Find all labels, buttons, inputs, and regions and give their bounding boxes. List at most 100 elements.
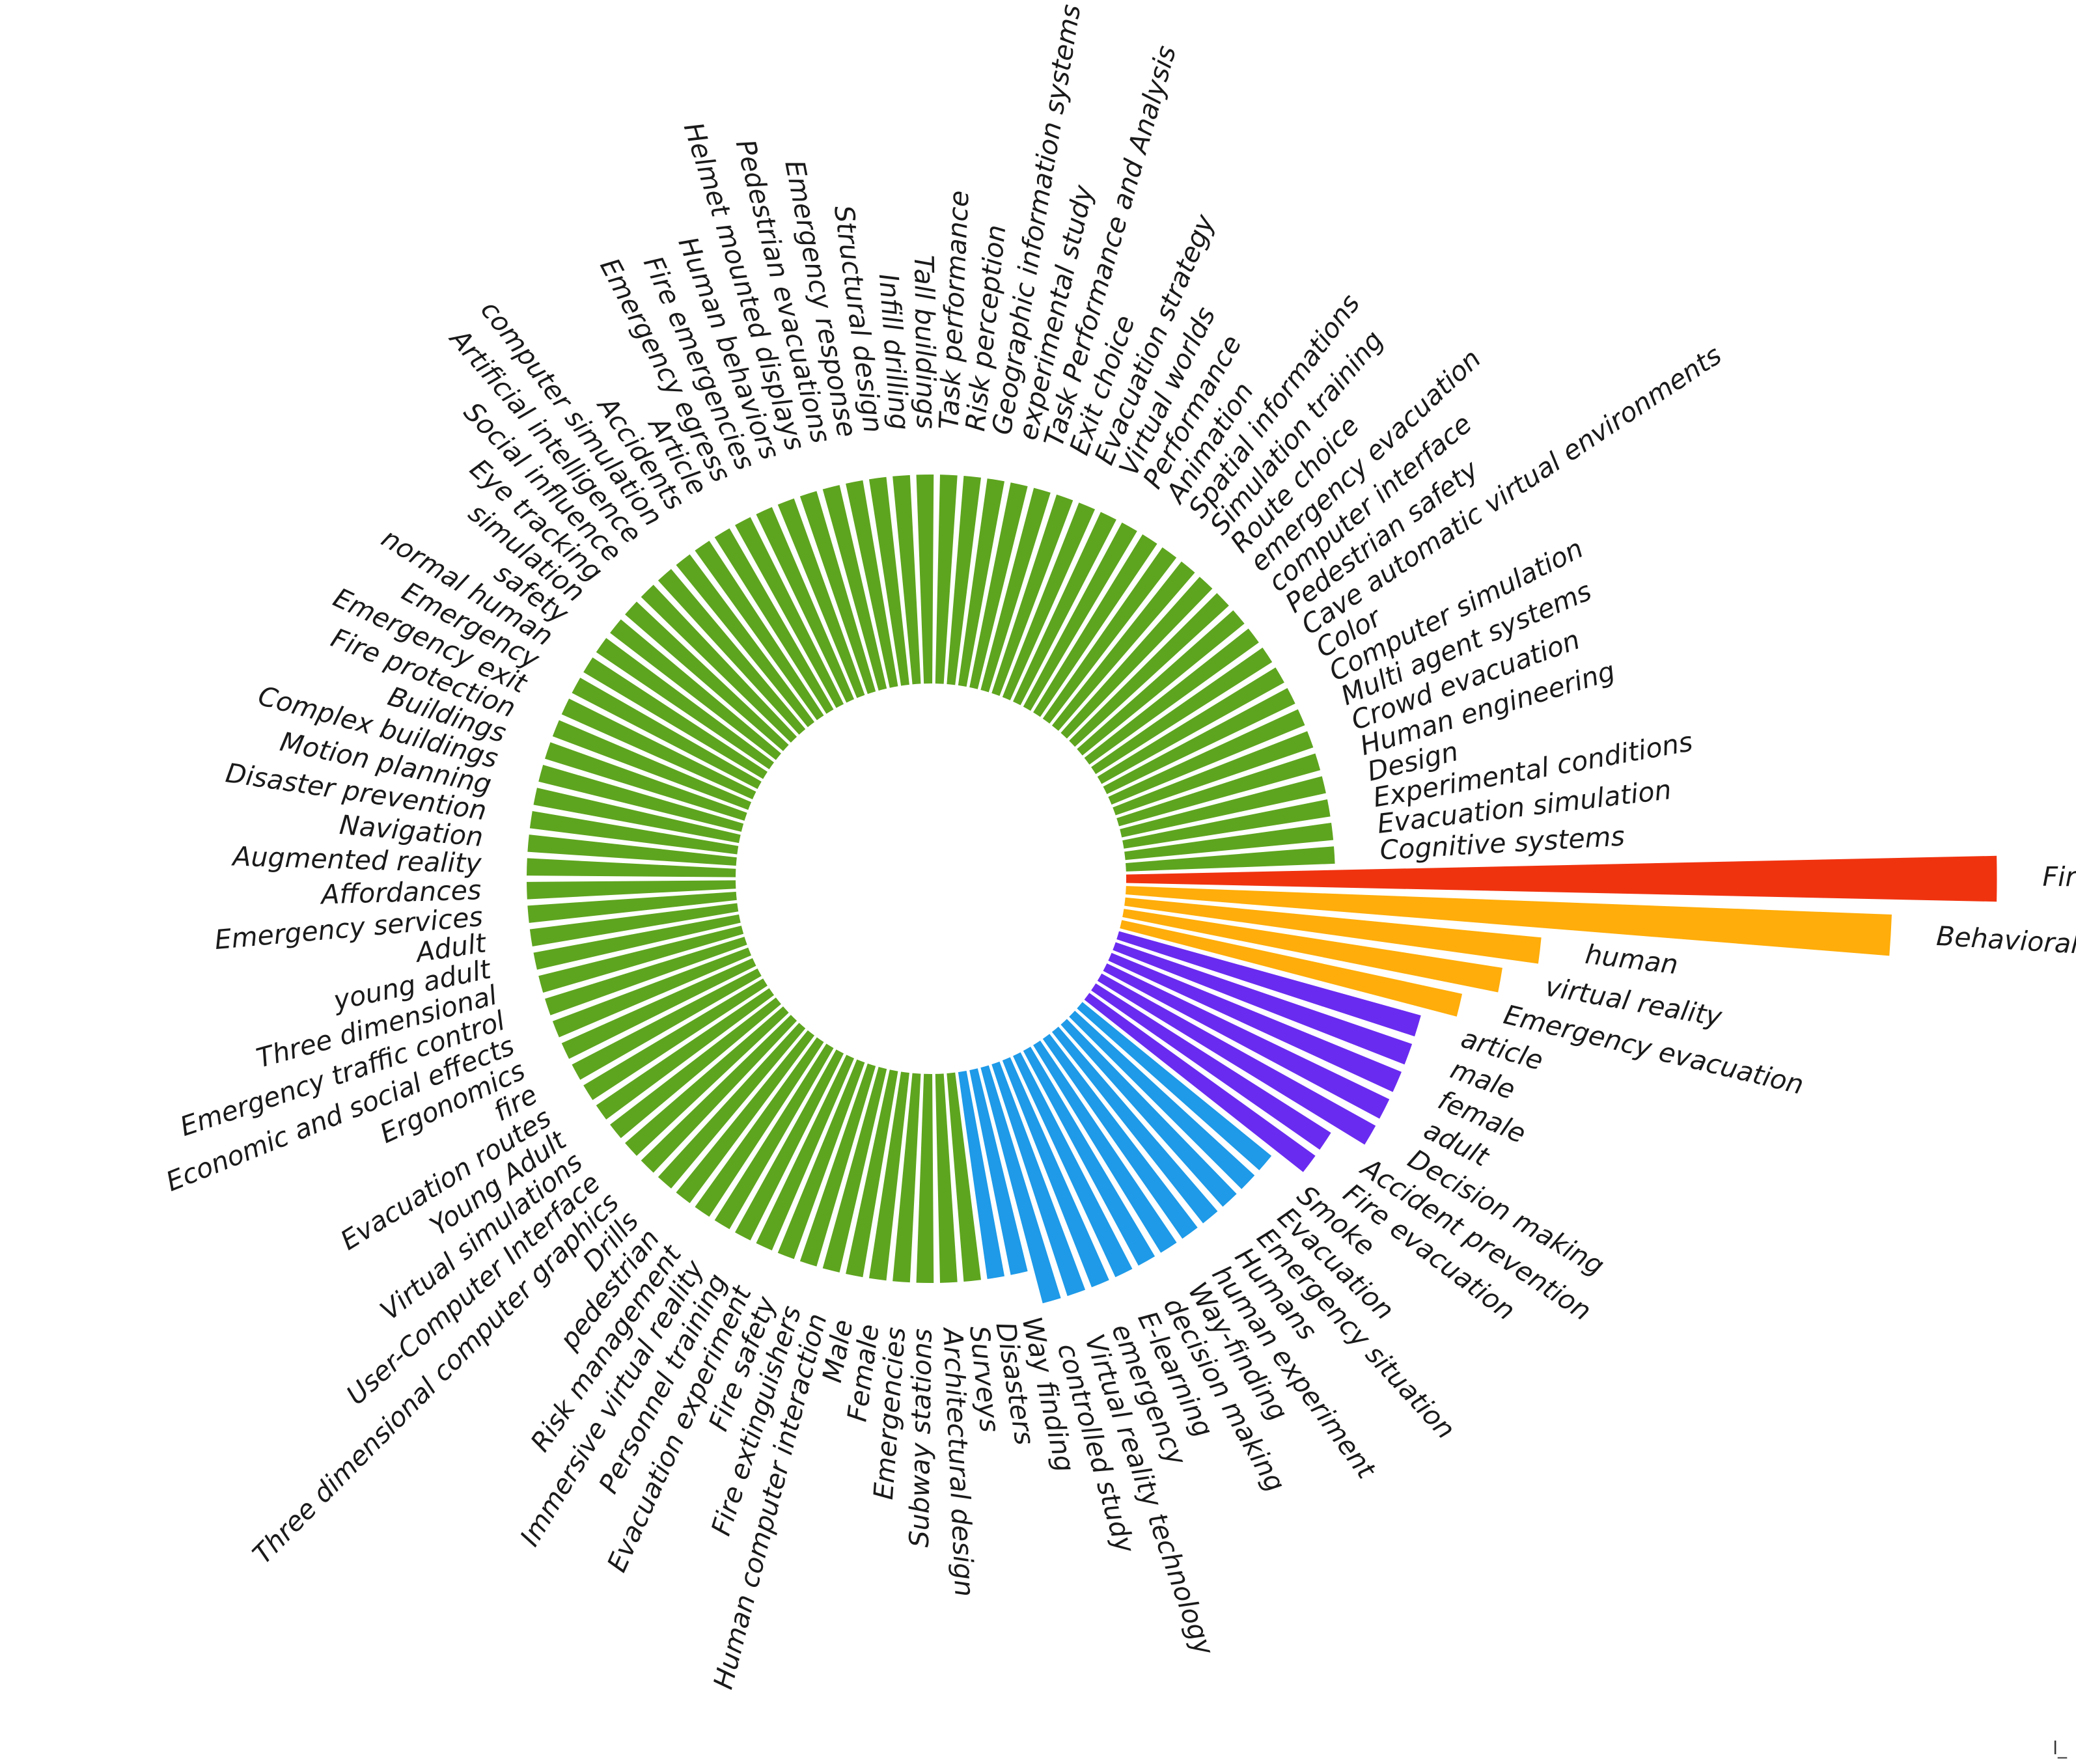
- bar-fire-evacuation: [1084, 993, 1316, 1172]
- bar-multi-agent-systems: [1108, 709, 1305, 805]
- bar-geographic-information-systems: [958, 478, 1005, 687]
- bar-accidents: [695, 540, 824, 721]
- bar-experimental-conditions: [1122, 799, 1331, 849]
- bar-surveys: [947, 1072, 981, 1282]
- bar-computer-interface: [1077, 610, 1245, 756]
- bar-fire-protection: [552, 720, 752, 810]
- bar-disaster-prevention: [529, 810, 739, 855]
- bar-emergency-evacuation: [1120, 920, 1463, 1017]
- bar-virtual-worlds: [1013, 512, 1116, 706]
- bar-male: [846, 1069, 898, 1278]
- bar-decision-making: [1097, 973, 1376, 1145]
- bar-emergency-response: [846, 480, 898, 688]
- bar-spatial-informations: [1042, 547, 1177, 724]
- bar-human: [1124, 897, 1542, 964]
- bar-complex-buildings: [538, 764, 744, 832]
- chart-bars: [527, 475, 1997, 1304]
- bar-emergency-services: [527, 891, 737, 923]
- bar-behavioral-research: [1126, 886, 1892, 956]
- bar-economic-and-social-effects: [552, 947, 752, 1038]
- bar-simulation-training: [1051, 561, 1195, 731]
- label-tall-buildings: Tall buildings: [908, 255, 942, 429]
- bar-emergencies: [893, 1073, 921, 1283]
- bar-emergency: [1002, 1057, 1109, 1288]
- bar-personnel-training: [735, 1049, 844, 1241]
- label-affordances: Affordances: [319, 874, 482, 910]
- bar-emergency-traffic-control: [545, 937, 747, 1015]
- bar-virtual-reality-technology: [991, 1061, 1086, 1297]
- bar-affordances: [527, 880, 736, 900]
- label-behavioral-research: Behavioral research: [1935, 920, 2076, 967]
- bar-ergonomics: [561, 958, 756, 1059]
- bar-subway-stations: [916, 1073, 934, 1283]
- bar-fire: [572, 968, 762, 1080]
- bar-immersive-virtual-reality: [714, 1043, 834, 1230]
- bar-controlled-study: [980, 1065, 1061, 1304]
- bar-cognitive-systems: [1126, 846, 1335, 872]
- bar-emergency-situation: [1060, 1019, 1237, 1207]
- bar-virtual-reality: [1122, 909, 1502, 993]
- bar-structural-design: [868, 476, 909, 686]
- bar-emergency: [572, 678, 762, 790]
- bar-human-engineering: [1116, 753, 1321, 827]
- bar-simulation: [610, 619, 781, 760]
- bar-evacuation: [1069, 1010, 1255, 1189]
- bar-risk-management: [695, 1037, 824, 1217]
- bar-humans: [1051, 1027, 1218, 1224]
- bar-animation: [1033, 534, 1157, 717]
- bar-way-finding: [1033, 1040, 1177, 1253]
- bar-computer-simulation: [1103, 688, 1295, 794]
- bar-architectural-design: [935, 1073, 958, 1283]
- chart-labels: FiresBehavioral researchhumanvirtual rea…: [161, 2, 2076, 1692]
- bar-motion-planning: [533, 788, 741, 844]
- bar-fire-emergencies: [756, 507, 855, 703]
- bar-female: [868, 1071, 909, 1281]
- label-human: human: [1584, 939, 1680, 980]
- bar-evacuation-simulation: [1124, 822, 1334, 861]
- bar-decision-making: [1023, 1047, 1156, 1266]
- label-subway-stations: Subway stations: [904, 1329, 938, 1548]
- bar-emergency-egress: [735, 517, 844, 708]
- bar-route-choice: [1060, 577, 1213, 739]
- bar-pedestrian: [676, 1030, 815, 1204]
- bar-pedestrian-evacuations: [822, 485, 887, 691]
- bar-fire-extinguishers: [799, 1063, 876, 1267]
- bar-adult: [529, 903, 739, 947]
- bar-cave-automatic-virtual-environments: [1091, 647, 1273, 775]
- bar-article: [714, 528, 834, 714]
- bar-experimental-study: [969, 482, 1028, 689]
- bar-three-dimensional: [538, 926, 744, 993]
- bar-safety: [596, 638, 775, 769]
- bar-color: [1097, 667, 1284, 784]
- bar-young-adult: [533, 914, 741, 970]
- bar-evacuation-experiment: [756, 1054, 855, 1250]
- bar-female: [1108, 952, 1402, 1092]
- bar-exit-choice: [991, 494, 1073, 696]
- bar-eye-tracking: [625, 601, 789, 751]
- bar-augmented-reality: [527, 858, 736, 877]
- bar-buildings: [545, 742, 747, 821]
- bar-emergency-evacuation: [1069, 593, 1229, 747]
- bar-fire-safety: [777, 1059, 865, 1260]
- bar-fires: [1126, 855, 1997, 902]
- bar-accident-prevention: [1091, 983, 1331, 1150]
- bar-smoke: [1077, 1002, 1272, 1170]
- bar-e-learning: [1013, 1052, 1133, 1278]
- bar-helmet-mounted-displays: [799, 491, 876, 695]
- bar-social-influence: [641, 585, 797, 743]
- bar-human-computer-interaction: [822, 1067, 887, 1273]
- bar-way-finding: [969, 1068, 1028, 1275]
- bar-normal-human: [583, 657, 768, 779]
- bar-human-experiment: [1042, 1034, 1198, 1239]
- bar-three-dimensional-computer-graphics: [641, 1015, 797, 1173]
- bar-risk-perception: [947, 476, 981, 685]
- bar-evacuation-strategy: [1002, 503, 1096, 700]
- bar-task-performance: [935, 475, 958, 684]
- bar-user-computer-interface: [625, 1006, 789, 1156]
- bar-human-behaviors: [777, 498, 865, 698]
- bar-navigation: [527, 834, 737, 866]
- bar-performance: [1023, 522, 1137, 711]
- bar-male: [1113, 942, 1413, 1065]
